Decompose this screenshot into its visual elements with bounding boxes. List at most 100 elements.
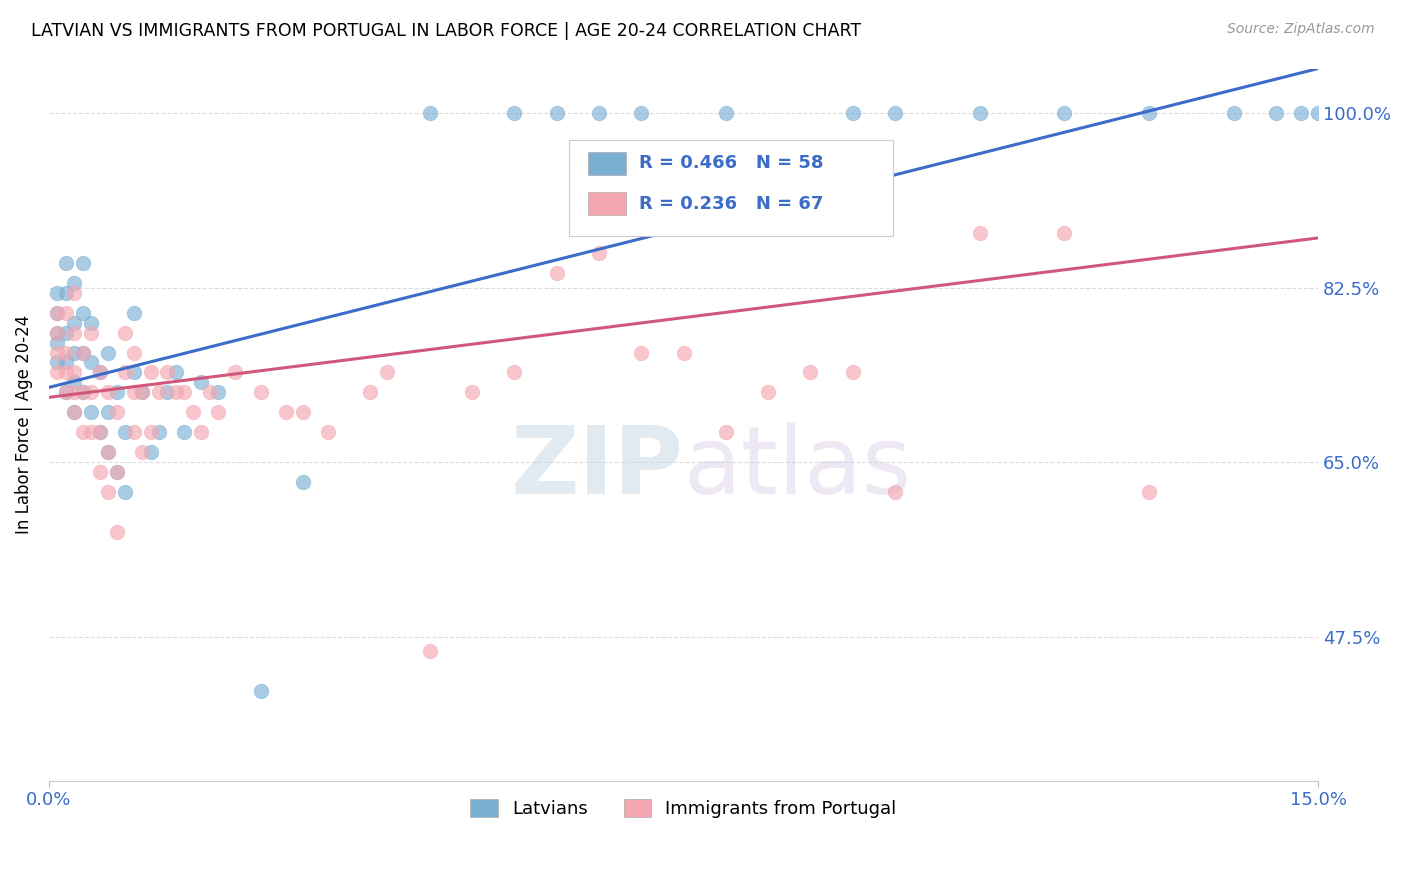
Point [72,345,94,359]
Point [1053,106,1076,120]
Point [63,366,86,380]
Point [173,385,195,400]
Point [714,106,737,120]
Point [630,345,652,359]
Text: atlas: atlas [683,422,912,514]
Point [969,106,991,120]
Text: LATVIAN VS IMMIGRANTS FROM PORTUGAL IN LABOR FORCE | AGE 20-24 CORRELATION CHART: LATVIAN VS IMMIGRANTS FROM PORTUGAL IN L… [31,22,860,40]
Point [114,425,136,440]
FancyBboxPatch shape [569,140,893,236]
Point [291,405,314,419]
Point [360,385,382,400]
Point [55,345,77,359]
Point [122,425,145,440]
Point [97,485,120,500]
Point [63,345,86,359]
Point [63,285,86,300]
Point [72,256,94,270]
Point [249,385,271,400]
Point [1137,485,1160,500]
Point [105,465,128,479]
Point [1053,226,1076,240]
Point [198,385,221,400]
Point [139,425,162,440]
Point [89,366,111,380]
Point [181,405,204,419]
Text: ZIP: ZIP [510,422,683,514]
Point [714,425,737,440]
Point [89,425,111,440]
Point [46,345,69,359]
Point [46,326,69,340]
Point [122,306,145,320]
Point [46,306,69,320]
Text: R = 0.236   N = 67: R = 0.236 N = 67 [640,194,824,213]
Point [63,385,86,400]
Point [46,326,69,340]
Point [89,465,111,479]
Point [55,285,77,300]
Point [122,366,145,380]
Point [419,106,441,120]
Point [89,366,111,380]
Point [97,405,120,419]
Point [105,465,128,479]
Point [97,385,120,400]
Point [72,345,94,359]
Point [131,385,153,400]
Point [588,245,610,260]
Point [97,445,120,459]
Point [105,524,128,539]
Point [46,285,69,300]
Point [97,345,120,359]
Point [122,385,145,400]
Text: Source: ZipAtlas.com: Source: ZipAtlas.com [1227,22,1375,37]
Point [55,366,77,380]
Point [63,326,86,340]
Point [1137,106,1160,120]
Point [46,335,69,350]
Point [114,326,136,340]
Point [114,366,136,380]
Point [503,366,526,380]
Point [207,385,229,400]
Point [97,445,120,459]
Point [842,366,865,380]
Point [190,376,212,390]
Point [63,405,86,419]
Point [842,106,865,120]
Point [672,345,695,359]
Point [131,385,153,400]
Point [80,425,103,440]
Y-axis label: In Labor Force | Age 20-24: In Labor Force | Age 20-24 [15,315,32,534]
Point [63,376,86,390]
Point [756,385,779,400]
Point [546,106,568,120]
FancyBboxPatch shape [588,193,627,215]
Point [80,316,103,330]
Point [503,106,526,120]
Point [630,106,652,120]
Point [316,425,339,440]
Point [55,326,77,340]
Point [80,355,103,369]
Point [546,266,568,280]
Point [165,366,187,380]
Point [165,385,187,400]
Point [80,405,103,419]
Point [419,644,441,658]
Point [148,385,170,400]
Point [131,445,153,459]
Point [224,366,246,380]
Point [105,385,128,400]
Legend: Latvians, Immigrants from Portugal: Latvians, Immigrants from Portugal [463,791,904,825]
Point [80,326,103,340]
Point [72,425,94,440]
Point [588,106,610,120]
Point [148,425,170,440]
Point [190,425,212,440]
Point [80,385,103,400]
Point [72,385,94,400]
Point [156,385,179,400]
Point [461,385,484,400]
